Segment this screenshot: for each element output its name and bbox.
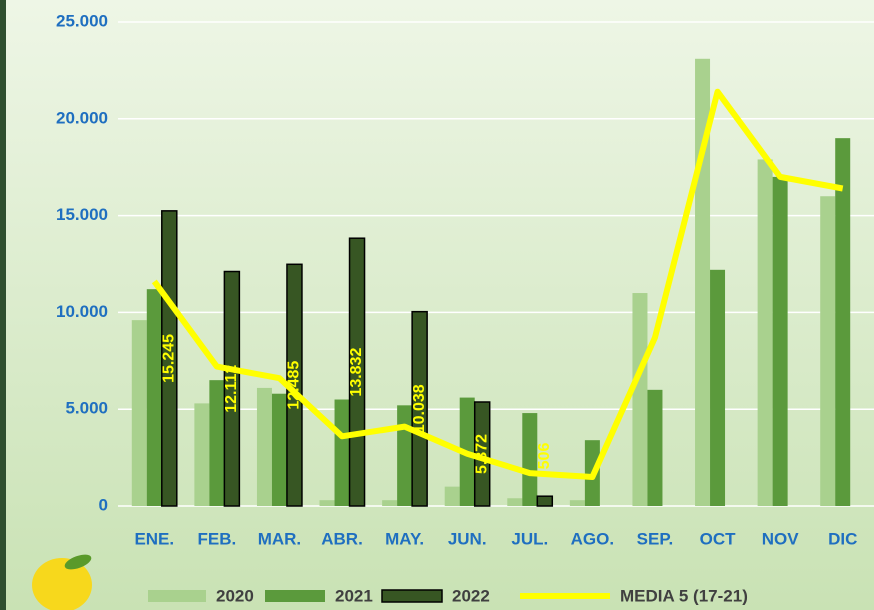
x-tick-label: MAY. [385, 529, 424, 548]
bar [132, 320, 147, 506]
legend-label: 2020 [216, 586, 254, 605]
bar [647, 390, 662, 506]
y-tick-label: 10.000 [56, 302, 108, 321]
y-tick-label: 5.000 [65, 399, 108, 418]
y-tick-label: 0 [99, 495, 108, 514]
bar [320, 500, 335, 506]
data-label: 15.245 [161, 334, 178, 383]
data-label: 10.038 [411, 384, 428, 433]
x-tick-label: DIC [828, 529, 857, 548]
bar [570, 500, 585, 506]
x-tick-label: OCT [700, 529, 737, 548]
x-tick-label: MAR. [258, 529, 301, 548]
background [0, 0, 874, 610]
bar [382, 500, 397, 506]
data-label: 13.832 [348, 348, 365, 397]
y-tick-label: 20.000 [56, 108, 108, 127]
bar [820, 196, 835, 506]
y-tick-label: 15.000 [56, 205, 108, 224]
x-tick-label: AGO. [571, 529, 614, 548]
bar [335, 400, 350, 506]
legend-label: MEDIA 5 (17-21) [620, 586, 748, 605]
bar [773, 177, 788, 506]
legend-swatch [382, 590, 442, 602]
x-tick-label: ENE. [134, 529, 174, 548]
bar [257, 388, 272, 506]
data-label: 506 [536, 443, 553, 470]
bar [537, 496, 552, 506]
x-tick-label: SEP. [637, 529, 674, 548]
bar [632, 293, 647, 506]
x-tick-label: NOV [762, 529, 800, 548]
bar [710, 270, 725, 506]
x-tick-label: ABR. [321, 529, 363, 548]
bar [194, 403, 209, 506]
bar [507, 498, 522, 506]
bar [758, 159, 773, 506]
bar [835, 138, 850, 506]
x-tick-label: FEB. [198, 529, 237, 548]
x-tick-label: JUL. [511, 529, 548, 548]
x-tick-label: JUN. [448, 529, 487, 548]
legend-swatch [265, 590, 325, 602]
edge-strip [0, 0, 6, 610]
legend-label: 2022 [452, 586, 490, 605]
legend-label: 2021 [335, 586, 373, 605]
bar [445, 487, 460, 506]
chart: 05.00010.00015.00020.00025.00015.24512.1… [0, 0, 874, 610]
bar [147, 289, 162, 506]
y-tick-label: 25.000 [56, 11, 108, 30]
legend-swatch [148, 590, 206, 602]
